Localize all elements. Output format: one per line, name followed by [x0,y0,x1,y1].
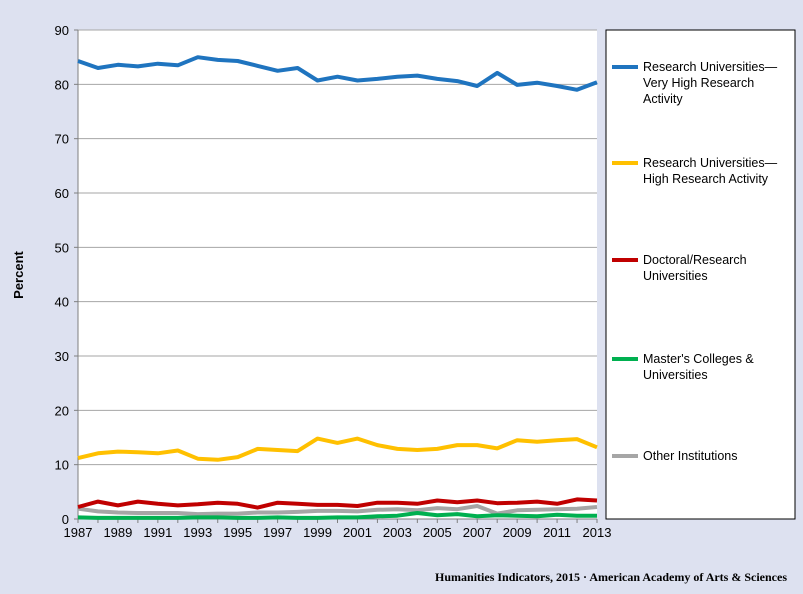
x-tick-label: 1999 [303,525,332,540]
legend-label: Other Institutions [643,449,738,463]
series-line [77,511,597,520]
legend-label: Research Universities— [643,156,778,170]
x-tick-label: 2009 [503,525,532,540]
legend-label: Very High Research [643,76,754,90]
x-tick-labels: 1987 1989 1991 1993 1995 1997 1999 2001 2003 2005… [64,519,612,540]
x-tick-label: 2005 [423,525,452,540]
series-lines [77,55,598,520]
x-tick-label: 1991 [143,525,172,540]
x-tick-label: 2007 [463,525,492,540]
legend-label: High Research Activity [643,172,769,186]
x-tick-label: 1995 [223,525,252,540]
legend-label: Master's Colleges & [643,352,754,366]
legend-label: Research Universities— [643,60,778,74]
legend-label: Activity [643,92,683,106]
y-tick-label: 50 [55,240,69,255]
x-tick-label: 2001 [343,525,372,540]
series-line [77,55,598,92]
legend-label: Doctoral/Research [643,253,747,267]
y-tick-label: 20 [55,403,69,418]
legend-label: Universities [643,269,708,283]
legend: Research Universities— Very High Research… [612,60,778,463]
y-axis-label: Percent [11,250,26,298]
x-tick-label: 2011 [543,525,571,540]
y-tick-label: 40 [55,295,69,310]
y-tick-label: 70 [55,132,69,147]
x-tick-label: 2003 [383,525,412,540]
x-tick-label: 2013 [583,525,612,540]
x-tick-label: 1987 [64,525,93,540]
x-tick-label: 1997 [263,525,292,540]
x-tick-label: 1993 [183,525,212,540]
series-line [77,504,598,517]
series-line [77,497,598,510]
y-tick-labels: 0 10 20 30 40 50 60 70 80 90 [55,23,78,527]
y-tick-label: 0 [62,512,69,527]
legend-box [605,29,796,520]
plot-area [78,30,597,519]
source-credit: Humanities Indicators, 2015 · American A… [435,570,787,584]
series-line [77,436,598,462]
legend-label: Universities [643,368,708,382]
y-tick-label: 30 [55,349,69,364]
y-tick-label: 60 [55,186,69,201]
y-tick-label: 90 [55,23,69,38]
x-tick-label: 1989 [103,525,132,540]
y-tick-label: 80 [55,77,69,92]
y-tick-label: 10 [55,458,69,473]
grid-lines [78,29,597,466]
